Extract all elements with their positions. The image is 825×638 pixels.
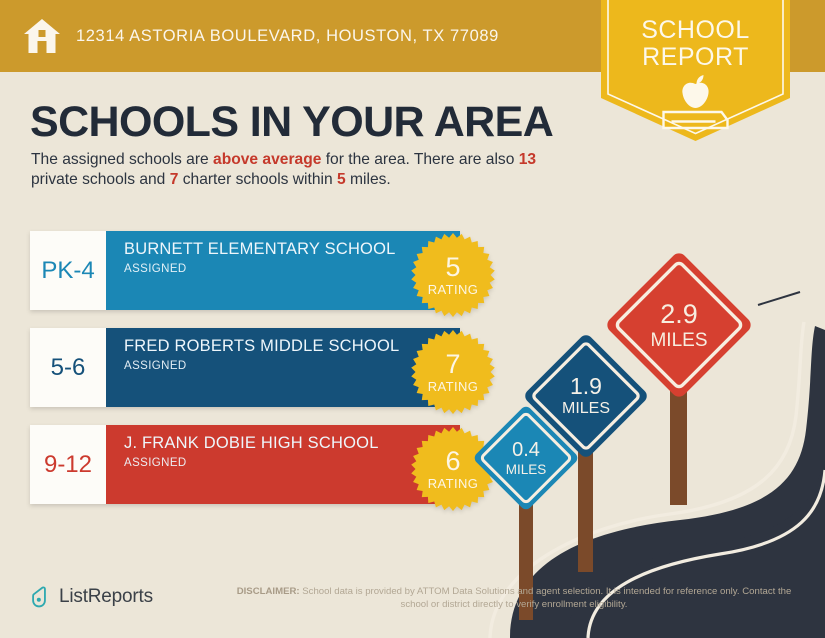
subtitle-highlight-charter-count: 7: [169, 171, 179, 188]
header-address-group: 12314 ASTORIA BOULEVARD, HOUSTON, TX 770…: [22, 12, 499, 60]
grade-range-label: 9-12: [43, 450, 93, 478]
school-info-bar: BURNETT ELEMENTARY SCHOOL ASSIGNED: [106, 231, 460, 310]
subtitle-highlight-private-count: 13: [518, 151, 537, 168]
subtitle-part-5: miles.: [345, 171, 391, 188]
school-row[interactable]: 5-6 FRED ROBERTS MIDDLE SCHOOL ASSIGNED …: [30, 328, 495, 414]
listreports-wordmark: ListReports: [59, 586, 153, 607]
grade-range-box: 9-12: [30, 425, 106, 504]
grade-range-label: 5-6: [50, 353, 86, 381]
listreports-house-icon: [31, 586, 52, 608]
grade-range-box: PK-4: [30, 231, 106, 310]
school-list: PK-4 BURNETT ELEMENTARY SCHOOL ASSIGNED …: [30, 231, 495, 522]
school-name: FRED ROBERTS MIDDLE SCHOOL: [124, 337, 400, 355]
school-name: J. FRANK DOBIE HIGH SCHOOL: [124, 434, 379, 452]
page-title: SCHOOLS IN YOUR AREA: [30, 98, 554, 146]
grade-range-label: PK-4: [41, 256, 95, 284]
school-name: BURNETT ELEMENTARY SCHOOL: [124, 240, 396, 258]
school-info-bar: FRED ROBERTS MIDDLE SCHOOL ASSIGNED: [106, 328, 460, 407]
subtitle-part-3: private schools and: [31, 171, 170, 188]
disclaimer-label: DISCLAIMER:: [236, 586, 300, 597]
disclaimer: DISCLAIMER: School data is provided by A…: [236, 585, 792, 611]
disclaimer-text: School data is provided by ATTOM Data So…: [299, 586, 792, 610]
subtitle-highlight-radius: 5: [337, 171, 346, 188]
property-address: 12314 ASTORIA BOULEVARD, HOUSTON, TX 770…: [76, 26, 499, 45]
school-row[interactable]: 9-12 J. FRANK DOBIE HIGH SCHOOL ASSIGNED…: [30, 425, 495, 511]
subtitle-part-1: The assigned schools are: [31, 151, 214, 168]
listreports-logo[interactable]: ListReports: [31, 586, 153, 608]
school-assigned-label: ASSIGNED: [124, 456, 187, 469]
page-subtitle: The assigned schools are above average f…: [31, 150, 576, 190]
home-icon: [22, 17, 62, 55]
subtitle-part-2: for the area. There are also: [321, 151, 519, 168]
school-report-badge: SCHOOL REPORT: [601, 0, 790, 141]
road-scene: 2.9 MILES 1.9 MILES: [470, 230, 825, 638]
grade-range-box: 5-6: [30, 328, 106, 407]
school-assigned-label: ASSIGNED: [124, 359, 187, 372]
school-info-bar: J. FRANK DOBIE HIGH SCHOOL ASSIGNED: [106, 425, 460, 504]
subtitle-highlight-above-average: above average: [213, 151, 322, 168]
school-row[interactable]: PK-4 BURNETT ELEMENTARY SCHOOL ASSIGNED …: [30, 231, 495, 317]
school-assigned-label: ASSIGNED: [124, 262, 187, 275]
subtitle-part-4: charter schools within: [178, 171, 337, 188]
